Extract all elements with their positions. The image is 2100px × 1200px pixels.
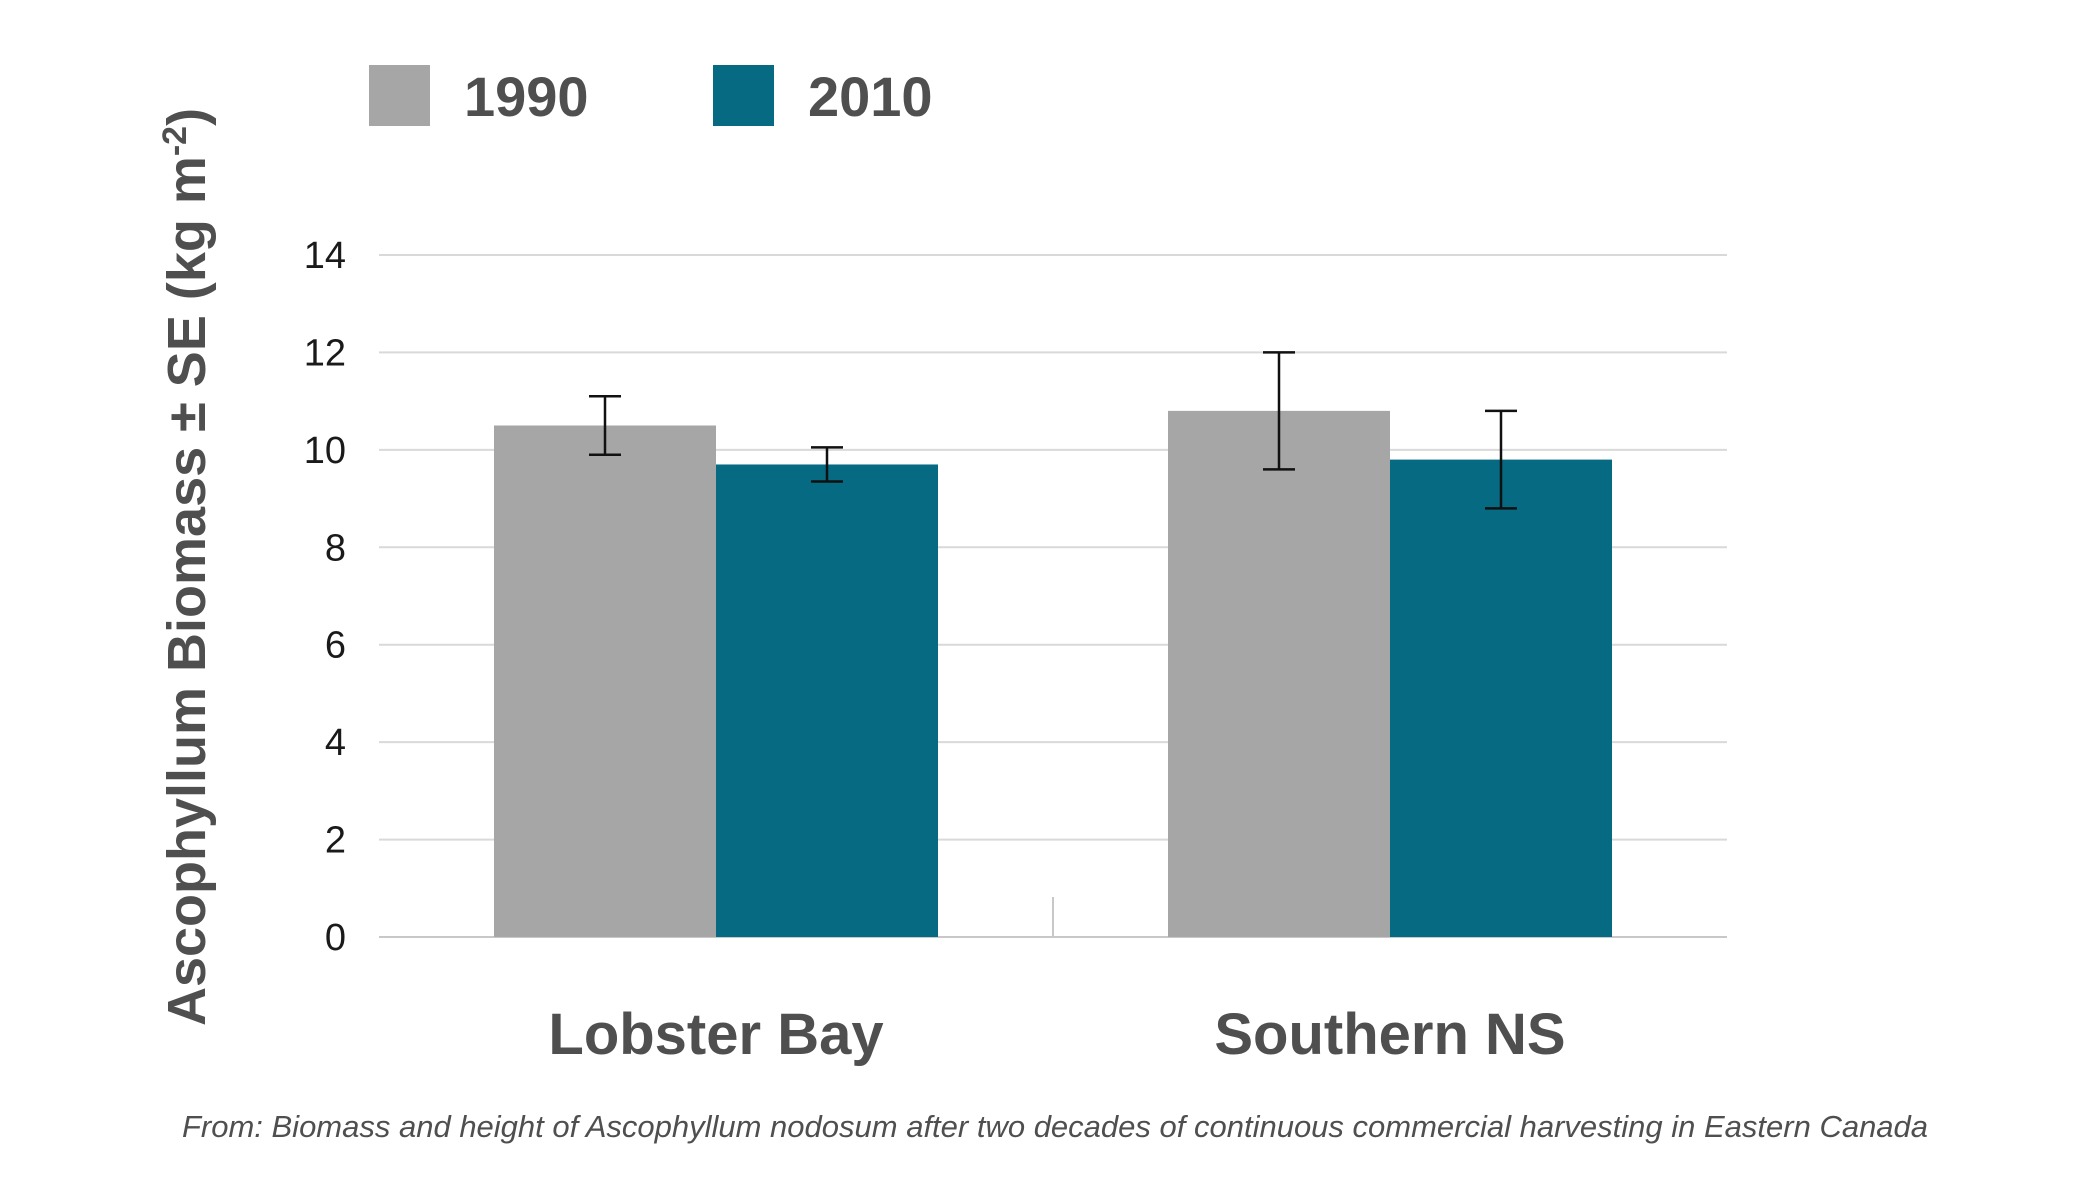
y-tick-label: 0 bbox=[325, 917, 346, 959]
error-bar-1990-southern-ns bbox=[1263, 351, 1295, 471]
category-labels: Lobster Bay Southern NS bbox=[548, 1002, 1565, 1067]
legend: 1990 2010 bbox=[369, 65, 933, 128]
y-tick-label: 4 bbox=[325, 722, 346, 764]
bar-1990-southern-ns bbox=[1168, 410, 1390, 937]
legend-swatch bbox=[713, 65, 774, 126]
category-label: Lobster Bay bbox=[548, 1002, 883, 1067]
y-tick-labels: 0 2 4 6 8 10 12 14 bbox=[304, 235, 346, 959]
legend-label: 2010 bbox=[808, 65, 933, 128]
bar-2010-southern-ns bbox=[1390, 459, 1612, 937]
error-bar-2010-southern-ns bbox=[1485, 409, 1517, 510]
caption: From: Biomass and height of Ascophyllum … bbox=[182, 1109, 1928, 1144]
y-tick-label: 6 bbox=[325, 625, 346, 667]
bar-1990-lobster-bay bbox=[494, 425, 716, 937]
y-tick-label: 2 bbox=[325, 820, 346, 862]
y-axis-label: Ascophyllum Biomass ± SE (kg m-2) bbox=[156, 108, 217, 1026]
legend-label: 1990 bbox=[464, 65, 589, 128]
legend-item-2010: 2010 bbox=[713, 65, 933, 128]
bars bbox=[494, 410, 1612, 937]
y-axis-label-superscript: -2 bbox=[156, 126, 194, 156]
y-axis-label-close: ) bbox=[157, 108, 217, 126]
legend-swatch bbox=[369, 65, 430, 126]
y-tick-label: 10 bbox=[304, 430, 346, 472]
legend-item-1990: 1990 bbox=[369, 65, 589, 128]
bar-2010-lobster-bay bbox=[716, 464, 938, 937]
error-bar-2010-lobster-bay bbox=[811, 446, 843, 483]
error-bars bbox=[589, 351, 1517, 510]
error-bar-1990-lobster-bay bbox=[589, 395, 621, 456]
category-label: Southern NS bbox=[1214, 1002, 1565, 1067]
y-tick-label: 8 bbox=[325, 527, 346, 569]
y-tick-label: 12 bbox=[304, 332, 346, 374]
y-tick-label: 14 bbox=[304, 235, 346, 277]
y-axis-label-main: Ascophyllum Biomass ± SE (kg m bbox=[157, 156, 217, 1026]
